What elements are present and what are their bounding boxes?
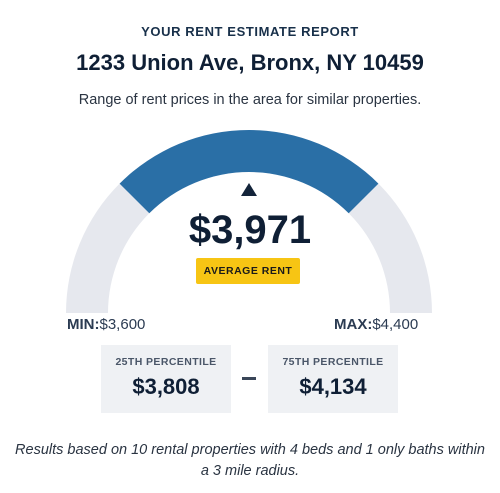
max-rent: MAX:$4,400 — [334, 316, 418, 333]
max-rent-label: MAX: — [334, 316, 373, 333]
average-rent-value: $3,971 — [188, 208, 312, 252]
percentile-25-label: 25TH PERCENTILE — [115, 356, 217, 368]
average-rent-badge: AVERAGE RENT — [196, 258, 300, 284]
min-rent-value: $3,600 — [99, 316, 146, 333]
percentile-25-value: $3,808 — [132, 374, 200, 399]
min-rent-label: MIN: — [67, 316, 100, 333]
report-eyebrow: YOUR RENT ESTIMATE REPORT — [141, 24, 359, 39]
gauge-range-segment — [119, 130, 379, 214]
property-address: 1233 Union Ave, Bronx, NY 10459 — [76, 50, 424, 75]
max-rent-value: $4,400 — [372, 316, 419, 333]
results-footnote: Results based on 10 rental properties wi… — [15, 442, 485, 479]
percentile-75-label: 75TH PERCENTILE — [282, 356, 384, 368]
triangle-up-marker-icon — [241, 183, 257, 196]
min-rent: MIN:$3,600 — [67, 316, 145, 333]
percentile-75-value: $4,134 — [299, 374, 367, 399]
report-subtitle: Range of rent prices in the area for sim… — [78, 92, 422, 108]
percentile-75-card: 75TH PERCENTILE $4,134 — [268, 345, 398, 413]
percentile-separator — [242, 377, 256, 380]
percentile-25-card: 25TH PERCENTILE $3,808 — [101, 345, 231, 413]
